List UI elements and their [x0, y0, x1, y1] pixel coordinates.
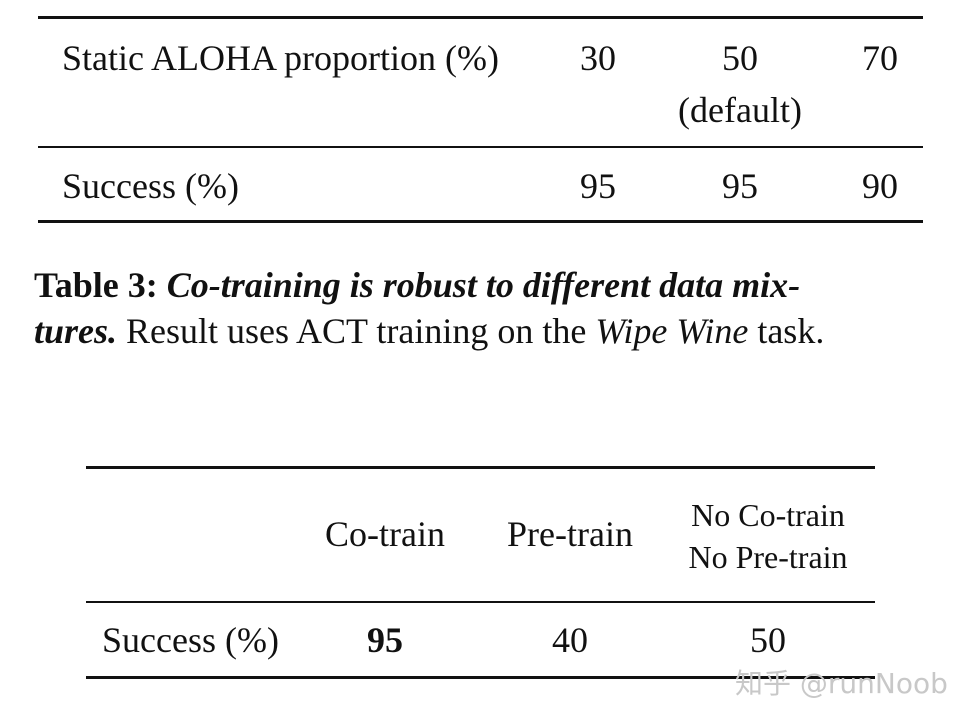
table3-top-rule [38, 16, 923, 19]
table3-bottom-rule [38, 220, 923, 223]
table4-header-no-cotrain: No Co-train [691, 497, 845, 533]
table3-caption: Table 3: Co-training is robust to differ… [34, 262, 934, 354]
table3-success-70: 90 [862, 166, 898, 206]
caption-line-2: tures. Result uses ACT training on the W… [34, 308, 934, 354]
watermark: 知乎 @runNoob [735, 667, 948, 700]
table4-success-none: 50 [750, 620, 786, 660]
table3-col-50: 50 [722, 38, 758, 78]
table4-success-cotrain: 95 [367, 620, 403, 660]
table4-success-label: Success (%) [102, 620, 279, 660]
table3-col-30: 30 [580, 38, 616, 78]
caption-text-b: task. [748, 311, 825, 351]
caption-emphasis-2: tures. [34, 311, 118, 351]
table3-col-70: 70 [862, 38, 898, 78]
table4-bottom-rule [86, 676, 875, 679]
caption-line-1: Table 3: Co-training is robust to differ… [34, 262, 934, 308]
table4-success-pretrain: 40 [552, 620, 588, 660]
table4-header-pretrain: Pre-train [507, 514, 633, 554]
table4-mid-rule [86, 601, 875, 603]
table3-mid-rule [38, 146, 923, 148]
table3-success-30: 95 [580, 166, 616, 206]
table3-row-header: Static ALOHA proportion (%) [62, 38, 499, 78]
table4-top-rule [86, 466, 875, 469]
table4-header-cotrain: Co-train [325, 514, 445, 554]
table4-header-no-pretrain: No Pre-train [688, 539, 848, 575]
caption-emphasis-1: Co-training is robust to different data … [166, 265, 801, 305]
table3-col-50-note: (default) [678, 90, 802, 130]
table3-success-label: Success (%) [62, 166, 239, 206]
table3-success-50: 95 [722, 166, 758, 206]
caption-text-a: Result uses ACT training on the [117, 311, 596, 351]
caption-task: Wipe Wine [595, 311, 749, 351]
caption-label: Table 3: [34, 265, 158, 305]
